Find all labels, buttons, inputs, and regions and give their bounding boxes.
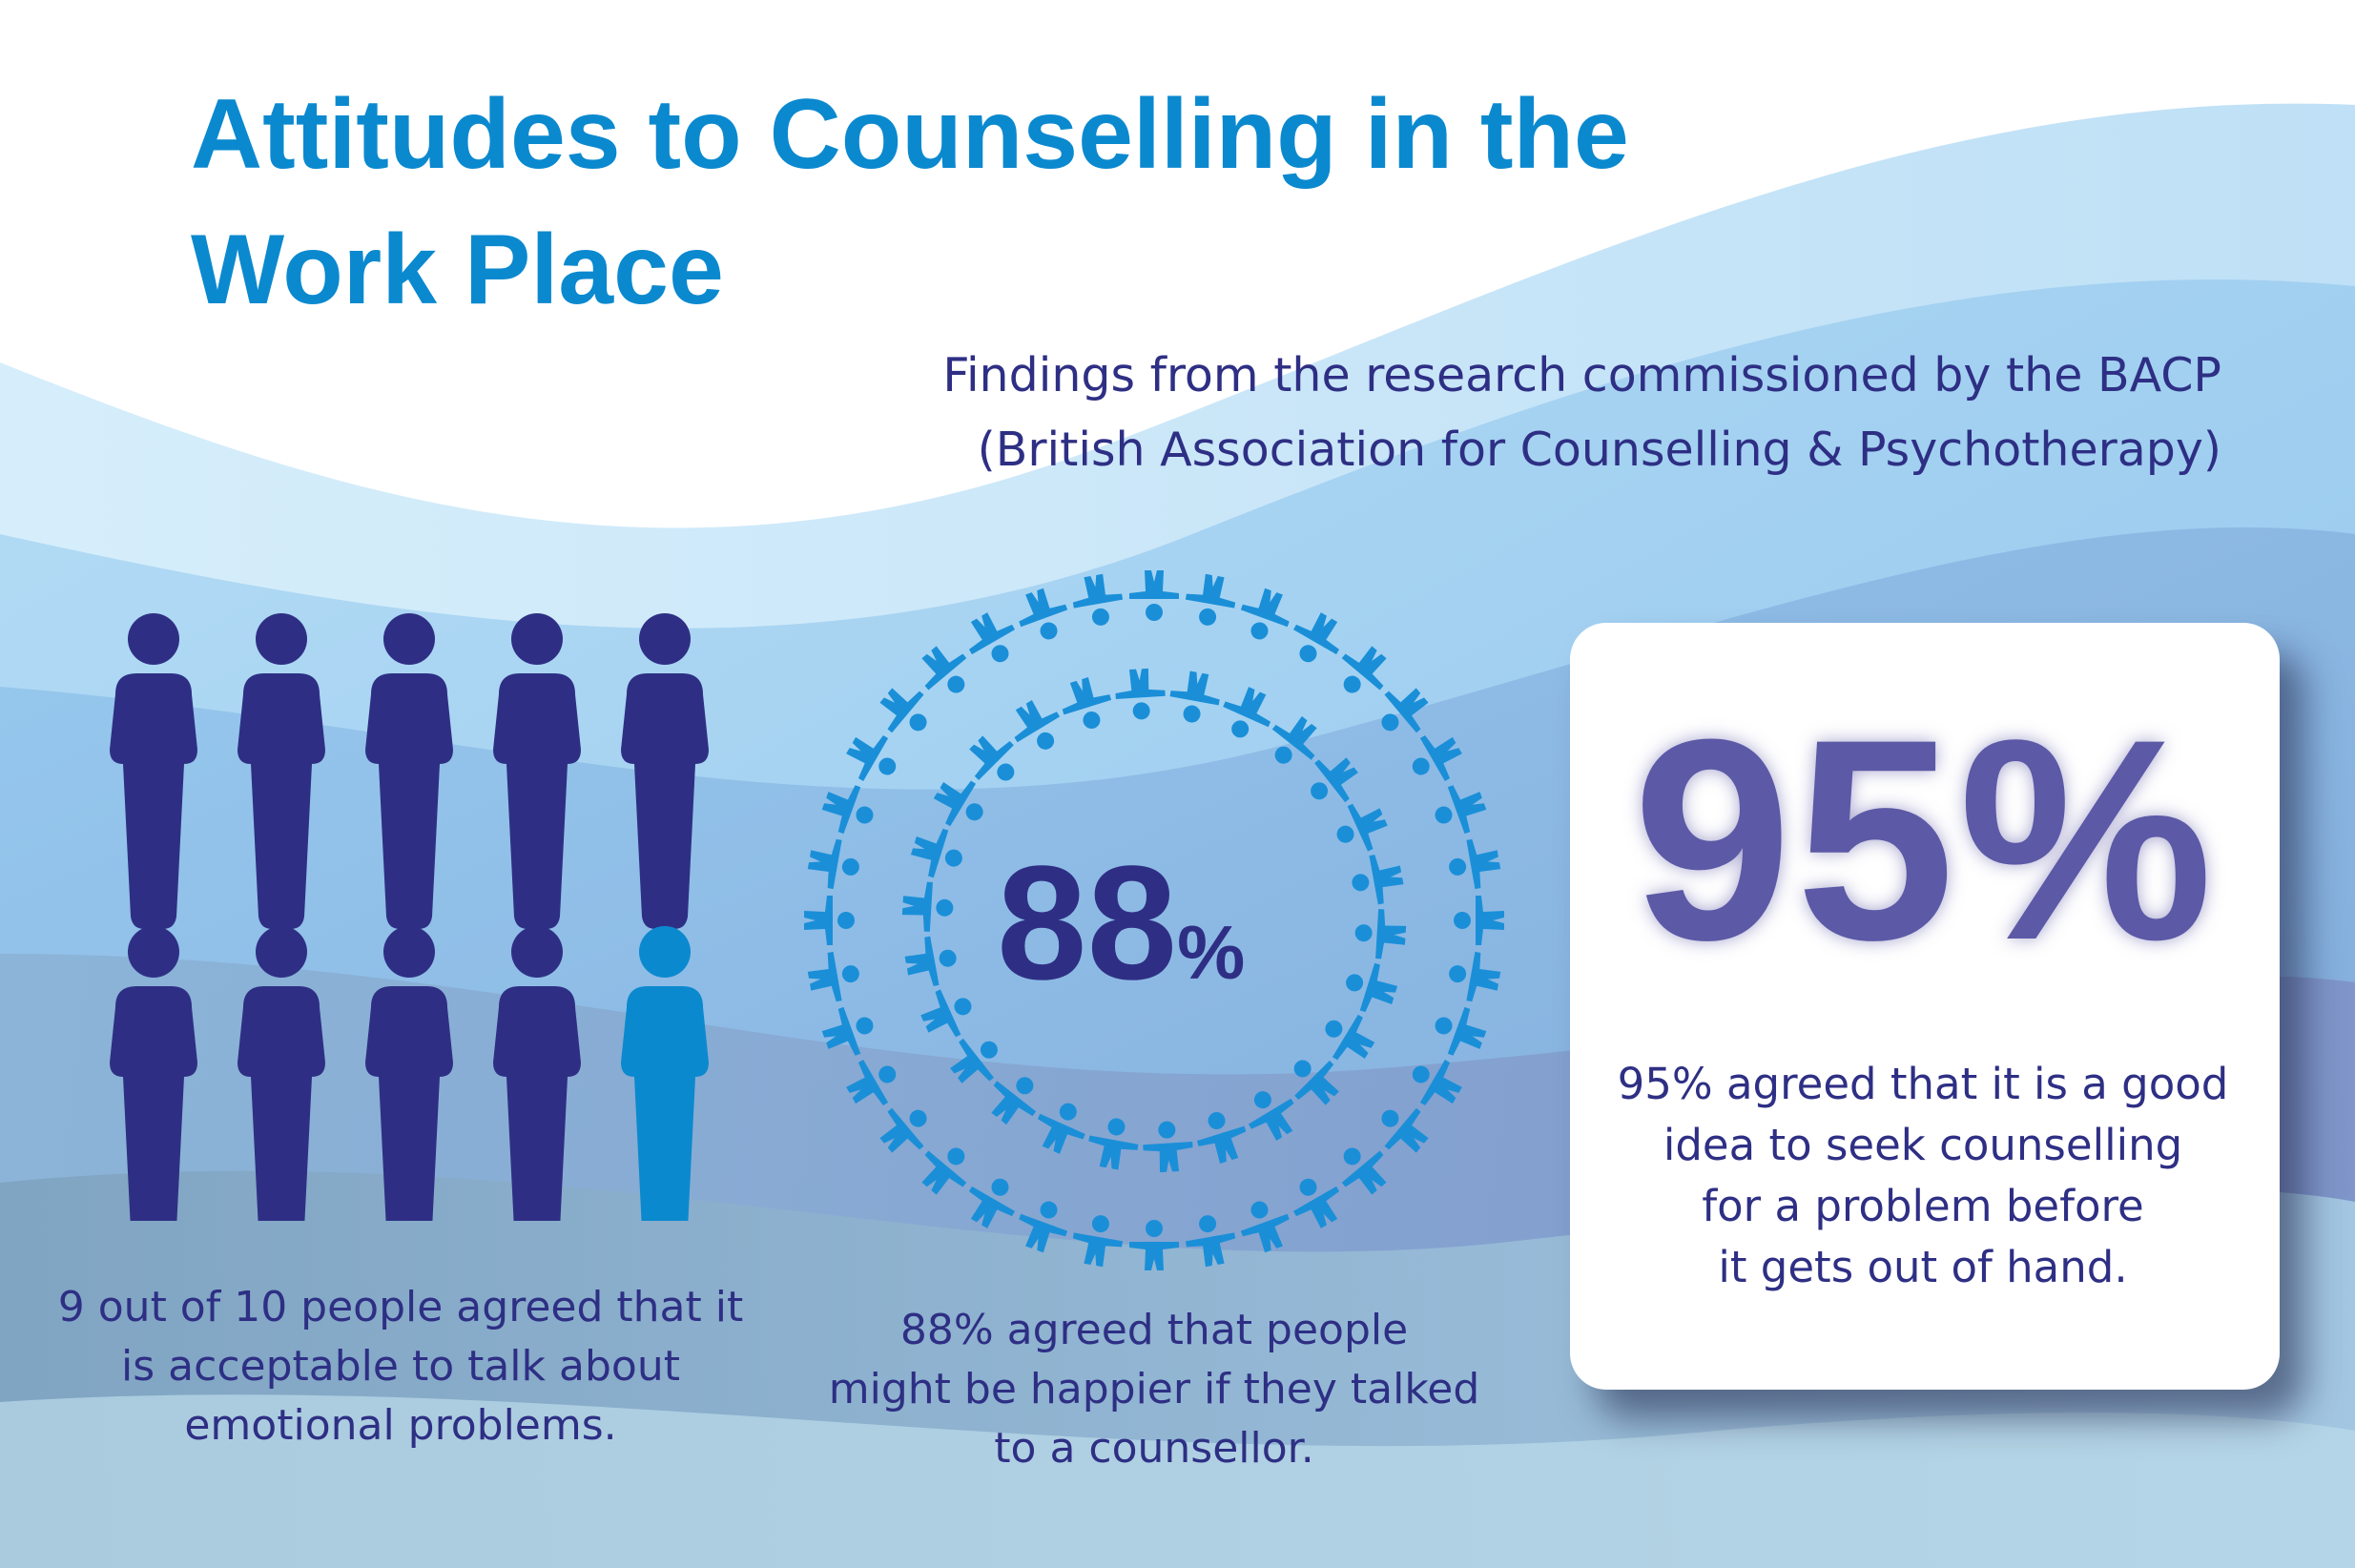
ring-person-icon bbox=[1169, 671, 1220, 723]
ring-person-icon bbox=[1346, 962, 1398, 1013]
ring-person-icon bbox=[1435, 785, 1487, 835]
ring-person-icon bbox=[1019, 588, 1068, 640]
ring-person-icon bbox=[1293, 1060, 1339, 1105]
ring-person-icon bbox=[1311, 757, 1358, 803]
title-line: Attitudes to Counselling in the bbox=[191, 79, 1629, 190]
person-icon-agreed bbox=[110, 613, 197, 929]
ring-person-icon bbox=[1292, 1178, 1340, 1228]
page-title: Attitudes to Counselling in the Work Pla… bbox=[191, 67, 2003, 338]
ring-person-icon bbox=[1240, 588, 1290, 640]
stat2-percent: % bbox=[1177, 910, 1246, 995]
ring-person-icon bbox=[1115, 668, 1166, 720]
ring-person-icon bbox=[1449, 951, 1501, 1002]
person-icon-agreed bbox=[238, 926, 325, 1221]
person-icon-agreed bbox=[493, 926, 581, 1221]
ring-person-icon bbox=[879, 1107, 927, 1153]
subtitle: Findings from the research commissioned … bbox=[942, 339, 2221, 487]
ring-person-icon bbox=[1381, 688, 1429, 733]
ring-person-icon bbox=[1354, 909, 1407, 959]
ring-person-icon bbox=[1185, 1215, 1236, 1268]
people-grid bbox=[110, 613, 709, 1221]
ring-person-icon bbox=[1223, 687, 1271, 738]
ring-person-icon bbox=[1196, 1111, 1247, 1164]
ring-person-icon bbox=[879, 688, 927, 733]
ring-person-icon bbox=[1019, 1201, 1068, 1253]
ring-person-icon bbox=[1072, 1215, 1124, 1268]
caption-line: to a counsellor. bbox=[994, 1424, 1314, 1473]
ring-person-icon bbox=[821, 1006, 874, 1056]
ring-person-icon bbox=[846, 1059, 897, 1106]
ring-person-icon bbox=[1341, 1147, 1387, 1195]
ring-person-icon bbox=[968, 612, 1016, 663]
stat2-number: 88 bbox=[997, 833, 1178, 1014]
ring-person-icon bbox=[807, 838, 859, 890]
ring-person-icon bbox=[821, 785, 874, 835]
ring-person-icon bbox=[1292, 612, 1340, 663]
caption-line: 95% agreed that it is a good bbox=[1617, 1059, 2229, 1109]
stat3-caption: 95% agreed that it is a good idea to see… bbox=[1570, 1054, 2276, 1298]
ring-person-icon bbox=[1014, 700, 1061, 750]
person-icon-other bbox=[621, 926, 709, 1221]
ring-person-icon bbox=[1129, 1220, 1179, 1270]
ring-person-icon bbox=[910, 828, 962, 878]
ring-person-icon bbox=[921, 1147, 967, 1195]
person-icon-agreed bbox=[621, 613, 709, 929]
caption-line: might be happier if they talked bbox=[828, 1365, 1480, 1413]
title-line: Work Place bbox=[191, 215, 724, 325]
ring-person-icon bbox=[1381, 1107, 1429, 1153]
caption-line: idea to seek counselling bbox=[1663, 1120, 2183, 1170]
ring-person-icon bbox=[904, 936, 957, 986]
person-icon-agreed bbox=[365, 926, 453, 1221]
ring-person-icon bbox=[846, 734, 897, 782]
ring-person-icon bbox=[901, 881, 954, 932]
ring-person-icon bbox=[804, 896, 855, 945]
ring-person-icon bbox=[1072, 573, 1124, 626]
caption-line: 88% agreed that people bbox=[899, 1306, 1409, 1354]
person-icon-agreed bbox=[110, 926, 197, 1221]
ring-person-icon bbox=[920, 989, 972, 1038]
ring-person-icon bbox=[1352, 855, 1404, 905]
ring-person-icon bbox=[1185, 573, 1236, 626]
ring-person-icon bbox=[950, 1038, 998, 1083]
ring-person-icon bbox=[1325, 1014, 1375, 1061]
ring-person-icon bbox=[1412, 734, 1462, 782]
ring-person-icon bbox=[1129, 570, 1179, 621]
person-icon-agreed bbox=[238, 613, 325, 929]
ring-person-icon bbox=[921, 646, 967, 693]
ring-person-icon bbox=[1454, 896, 1504, 945]
ring-person-icon bbox=[1062, 677, 1112, 730]
ring-person-icon bbox=[1248, 1091, 1294, 1141]
ring-person-icon bbox=[1271, 715, 1317, 764]
ring-person-icon bbox=[1037, 1103, 1085, 1154]
caption-line: for a problem before bbox=[1702, 1181, 2144, 1231]
stat2-caption: 88% agreed that people might be happier … bbox=[792, 1301, 1517, 1478]
stat3-value: 95% bbox=[1632, 679, 2218, 1000]
ring-person-icon bbox=[1336, 803, 1388, 852]
person-icon-agreed bbox=[365, 613, 453, 929]
ring-person-icon bbox=[1240, 1201, 1290, 1253]
ring-person-icon bbox=[807, 951, 859, 1002]
people-ring bbox=[804, 570, 1504, 1270]
caption-line: is acceptable to talk about bbox=[121, 1342, 680, 1391]
ring-person-icon bbox=[968, 1178, 1016, 1228]
ring-person-icon bbox=[1412, 1059, 1462, 1106]
ring-person-icon bbox=[1088, 1118, 1139, 1170]
ring-person-icon bbox=[933, 780, 983, 827]
subtitle-line: (British Association for Counselling & P… bbox=[977, 423, 2221, 477]
person-icon-agreed bbox=[493, 613, 581, 929]
caption-line: emotional problems. bbox=[184, 1401, 617, 1450]
caption-line: it gets out of hand. bbox=[1718, 1242, 2128, 1292]
stat3-card bbox=[1570, 623, 2280, 1390]
ring-person-icon bbox=[1449, 838, 1501, 890]
stat2-value: 88% bbox=[997, 830, 1245, 1017]
stat1-caption: 9 out of 10 people agreed that it is acc… bbox=[19, 1278, 782, 1455]
ring-person-icon bbox=[969, 735, 1015, 781]
ring-person-icon bbox=[991, 1077, 1037, 1125]
caption-line: 9 out of 10 people agreed that it bbox=[57, 1283, 744, 1331]
ring-person-icon bbox=[1143, 1121, 1193, 1173]
subtitle-line: Findings from the research commissioned … bbox=[942, 348, 2221, 402]
ring-person-icon bbox=[1341, 646, 1387, 693]
ring-person-icon bbox=[1435, 1006, 1487, 1056]
